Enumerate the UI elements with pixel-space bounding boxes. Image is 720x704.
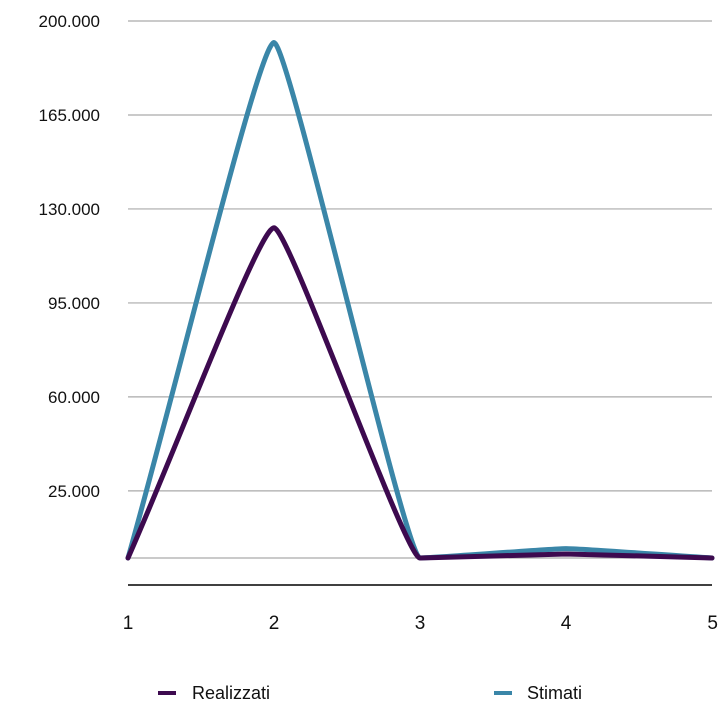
gridlines [128,20,712,559]
legend: Realizzati Stimati [158,683,582,703]
x-tick-label: 3 [415,613,426,634]
x-tick-label: 4 [561,613,572,634]
y-tick-label: 95.000 [48,294,100,313]
x-tick-labels: 1 2 3 4 5 [123,613,718,634]
x-tick-label: 2 [269,613,280,634]
series-line-realizzati [125,225,715,561]
x-tick-label: 1 [123,613,134,634]
y-tick-label: 25.000 [48,482,100,501]
legend-label-stimati: Stimati [527,683,582,703]
y-tick-label: 165.000 [39,106,100,125]
y-tick-label: 130.000 [39,200,100,219]
y-tick-label: 200.000 [39,12,100,31]
y-tick-labels: 25.000 60.000 95.000 130.000 165.000 200.000 [39,12,100,501]
y-tick-label: 60.000 [48,388,100,407]
series-lines [125,39,715,561]
x-tick-label: 5 [707,613,718,634]
series-line-stimati [125,39,715,561]
legend-label-realizzati: Realizzati [192,683,270,703]
